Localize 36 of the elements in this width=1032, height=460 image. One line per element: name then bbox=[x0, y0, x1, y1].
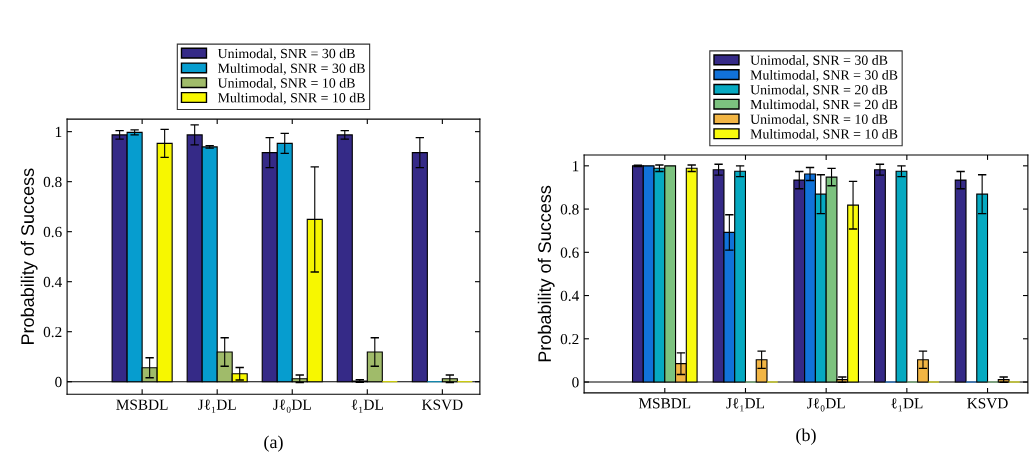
legend-label: Multimodal, SNR = 30 dB bbox=[750, 69, 898, 82]
legend-label: Unimodal, SNR = 30 dB bbox=[217, 48, 355, 61]
legend-label: Multimodal, SNR = 20 dB bbox=[750, 99, 898, 112]
y-tick-label: 1 bbox=[55, 126, 62, 137]
x-tick-label: ℓ₁DL bbox=[891, 398, 923, 412]
x-tick-label: Jℓ₁DL bbox=[726, 398, 765, 412]
x-tick-label: Jℓ₁DL bbox=[198, 399, 236, 413]
y-tick-label: 0.2 bbox=[560, 333, 579, 345]
legend-label: Unimodal, SNR = 30 dB bbox=[750, 55, 888, 67]
y-tick-label: 0 bbox=[55, 376, 62, 388]
y-tick-label: 0.4 bbox=[43, 276, 62, 288]
y-tick-label: 0.4 bbox=[560, 290, 580, 302]
legend-label: Unimodal, SNR = 10 dB bbox=[750, 114, 888, 126]
x-tick-label: Jℓ₀DL bbox=[807, 398, 845, 412]
y-tick-label: 0.8 bbox=[43, 176, 62, 188]
legend-label: Unimodal, SNR = 20 dB bbox=[750, 84, 888, 97]
legend-label: Multimodal, SNR = 10 dB bbox=[217, 92, 365, 105]
y-tick-label: 0.2 bbox=[43, 326, 62, 338]
legend-label: Unimodal, SNR = 10 dB bbox=[217, 77, 355, 90]
text: (a) bbox=[264, 435, 283, 452]
x-tick-label: KSVD bbox=[421, 399, 463, 410]
text: (b) bbox=[796, 428, 816, 445]
x-tick-label: ℓ₁DL bbox=[351, 399, 383, 413]
y-tick-label: 0.6 bbox=[43, 226, 62, 238]
x-tick-label: KSVD bbox=[967, 398, 1008, 409]
x-tick-label: Jℓ₀DL bbox=[273, 399, 311, 413]
y-tick-label: 1 bbox=[572, 161, 579, 172]
y-axis-title: Probability of Success bbox=[20, 168, 38, 345]
y-tick-label: 0.8 bbox=[560, 204, 579, 215]
legend-label: Multimodal, SNR = 10 dB bbox=[750, 128, 898, 141]
x-tick-label: MSBDL bbox=[116, 399, 168, 410]
y-tick-label: 0 bbox=[572, 377, 579, 388]
legend-label: Multimodal, SNR = 30 dB bbox=[217, 63, 365, 75]
x-tick-label: MSBDL bbox=[638, 398, 691, 409]
y-tick-label: 0.6 bbox=[560, 247, 579, 258]
y-axis-title: Probability of Success bbox=[537, 185, 555, 362]
